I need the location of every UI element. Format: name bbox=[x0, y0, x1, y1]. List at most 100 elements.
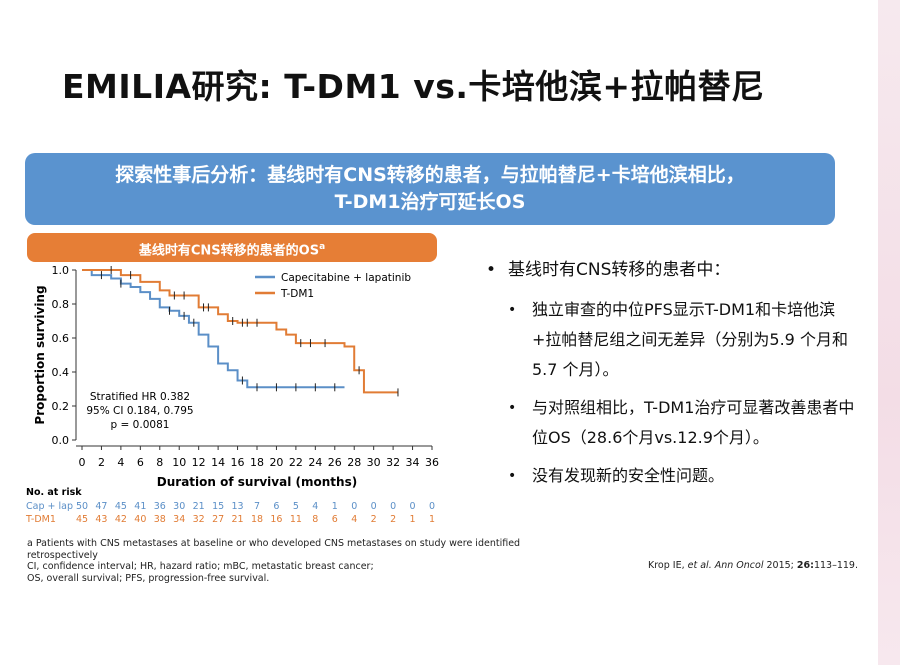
risk-value: 4 bbox=[312, 501, 318, 512]
citation-part: Ann Oncol bbox=[714, 560, 764, 571]
legend-label: T-DM1 bbox=[280, 288, 314, 300]
bullet: • 基线时有CNS转移的患者中： bbox=[486, 260, 731, 280]
risk-value: 21 bbox=[193, 501, 205, 512]
citation-part: 113–119. bbox=[813, 560, 858, 571]
citation-part: et al. bbox=[687, 560, 712, 571]
annotation: 95% CI 0.184, 0.795 bbox=[86, 405, 193, 417]
x-tick-label: 16 bbox=[231, 456, 245, 469]
x-tick-label: 18 bbox=[250, 456, 264, 469]
annotation: Stratified HR 0.382 bbox=[90, 391, 190, 403]
edge-decoration bbox=[878, 0, 900, 665]
x-tick-label: 6 bbox=[137, 456, 144, 469]
footnote: OS, overall survival; PFS, progression-f… bbox=[27, 572, 270, 584]
risk-value: 15 bbox=[212, 501, 224, 512]
legend-label: Capecitabine + lapatinib bbox=[281, 272, 411, 284]
y-tick-label: 0.8 bbox=[52, 298, 70, 311]
x-tick-label: 32 bbox=[386, 456, 400, 469]
x-tick-label: 20 bbox=[269, 456, 283, 469]
y-tick-label: 0.6 bbox=[52, 332, 70, 345]
footnotes: a Patients with CNS metastases at baseli… bbox=[27, 538, 587, 584]
bullet-text: 没有发现新的安全性问题。 bbox=[532, 466, 725, 485]
x-tick-label: 14 bbox=[211, 456, 225, 469]
risk-value: 27 bbox=[212, 514, 224, 525]
risk-table-title: No. at risk bbox=[26, 487, 82, 498]
risk-value: 0 bbox=[390, 501, 396, 512]
x-tick-label: 4 bbox=[117, 456, 124, 469]
risk-value: 47 bbox=[95, 501, 107, 512]
chart-header-text: 基线时有CNS转移的患者的OS bbox=[138, 243, 320, 259]
risk-value: 50 bbox=[76, 501, 88, 512]
risk-value: 1 bbox=[429, 514, 435, 525]
risk-value: 0 bbox=[429, 501, 435, 512]
bullet: • 与对照组相比，T-DM1治疗可显著改善患者中位OS（28.6个月vs.12.9… bbox=[508, 398, 855, 447]
x-tick-label: 10 bbox=[172, 456, 186, 469]
x-tick-label: 26 bbox=[328, 456, 342, 469]
x-tick-label: 12 bbox=[192, 456, 206, 469]
bullet: • 没有发现新的安全性问题。 bbox=[508, 466, 725, 485]
chart-header: 基线时有CNS转移的患者的OSa bbox=[27, 233, 437, 262]
risk-value: 43 bbox=[95, 514, 107, 525]
risk-value: 36 bbox=[154, 501, 166, 512]
citation-part: Krop IE, bbox=[648, 560, 688, 571]
y-tick-label: 0.0 bbox=[52, 434, 70, 447]
citation-part: 2015; bbox=[763, 560, 797, 571]
risk-value: 2 bbox=[390, 514, 396, 525]
risk-value: 2 bbox=[371, 514, 377, 525]
risk-value: 6 bbox=[332, 514, 338, 525]
risk-value: 8 bbox=[312, 514, 318, 525]
risk-value: 7 bbox=[254, 501, 260, 512]
footnote: CI, confidence interval; HR, hazard rati… bbox=[27, 561, 374, 572]
y-tick-label: 0.4 bbox=[52, 366, 70, 379]
risk-value: 41 bbox=[134, 501, 146, 512]
risk-value: 34 bbox=[173, 514, 185, 525]
citation-part: 26: bbox=[796, 560, 814, 571]
x-tick-label: 34 bbox=[406, 456, 420, 469]
risk-value: 16 bbox=[270, 514, 282, 525]
footnote: a Patients with CNS metastases at baseli… bbox=[27, 538, 521, 561]
risk-value: 0 bbox=[351, 501, 357, 512]
bullet: • 独立审查的中位PFS显示T-DM1和卡培他滨+拉帕替尼组之间无差异（分别为5.… bbox=[508, 300, 848, 379]
risk-value: 0 bbox=[371, 501, 377, 512]
risk-value: 1 bbox=[332, 501, 338, 512]
x-tick-label: 36 bbox=[425, 456, 439, 469]
bullets: • 基线时有CNS转移的患者中： • 独立审查的中位PFS显示T-DM1和卡培他滨+… bbox=[486, 255, 856, 499]
x-tick-label: 22 bbox=[289, 456, 303, 469]
risk-value: 11 bbox=[290, 514, 302, 525]
risk-value: 4 bbox=[351, 514, 357, 525]
y-tick-label: 1.0 bbox=[52, 264, 70, 277]
bullet-text: 独立审查的中位PFS显示T-DM1和卡培他滨+拉帕替尼组之间无差异（分别为5.9… bbox=[532, 300, 848, 379]
risk-row-name: Cap + lap bbox=[26, 501, 73, 512]
banner-line: T-DM1治疗可延长OS bbox=[334, 191, 526, 213]
citation: Krop IE, et al. Ann Oncol 2015; 26:113–1… bbox=[648, 560, 858, 571]
slide-title: EMILIA研究: T-DM1 vs.卡培他滨+拉帕替尼 bbox=[62, 67, 765, 106]
y-axis-label: Proportion surviving bbox=[33, 285, 47, 424]
annotation: p = 0.0081 bbox=[111, 419, 170, 431]
risk-value: 42 bbox=[115, 514, 127, 525]
x-tick-label: 8 bbox=[156, 456, 163, 469]
risk-row-name: T-DM1 bbox=[25, 514, 56, 525]
risk-value: 30 bbox=[173, 501, 185, 512]
bullet-text: 基线时有CNS转移的患者中： bbox=[508, 260, 731, 280]
x-tick-label: 24 bbox=[308, 456, 322, 469]
risk-value: 18 bbox=[251, 514, 263, 525]
risk-value: 13 bbox=[232, 501, 244, 512]
risk-value: 45 bbox=[76, 514, 88, 525]
risk-value: 6 bbox=[273, 501, 279, 512]
km-curve bbox=[82, 269, 398, 394]
risk-value: 0 bbox=[410, 501, 416, 512]
x-tick-label: 2 bbox=[98, 456, 105, 469]
risk-value: 5 bbox=[293, 501, 299, 512]
x-tick-label: 0 bbox=[79, 456, 86, 469]
y-tick-label: 0.2 bbox=[52, 400, 70, 413]
bullet-text: 与对照组相比，T-DM1治疗可显著改善患者中位OS（28.6个月vs.12.9个… bbox=[532, 398, 855, 447]
x-axis-label: Duration of survival (months) bbox=[157, 475, 357, 489]
risk-value: 32 bbox=[193, 514, 205, 525]
banner-line: 探索性事后分析：基线时有CNS转移的患者，与拉帕替尼+卡培他滨相比， bbox=[115, 164, 745, 186]
risk-value: 1 bbox=[410, 514, 416, 525]
risk-value: 45 bbox=[115, 501, 127, 512]
x-tick-label: 30 bbox=[367, 456, 381, 469]
chart-header-sup: a bbox=[319, 242, 326, 252]
risk-value: 38 bbox=[154, 514, 166, 525]
x-tick-label: 28 bbox=[347, 456, 361, 469]
